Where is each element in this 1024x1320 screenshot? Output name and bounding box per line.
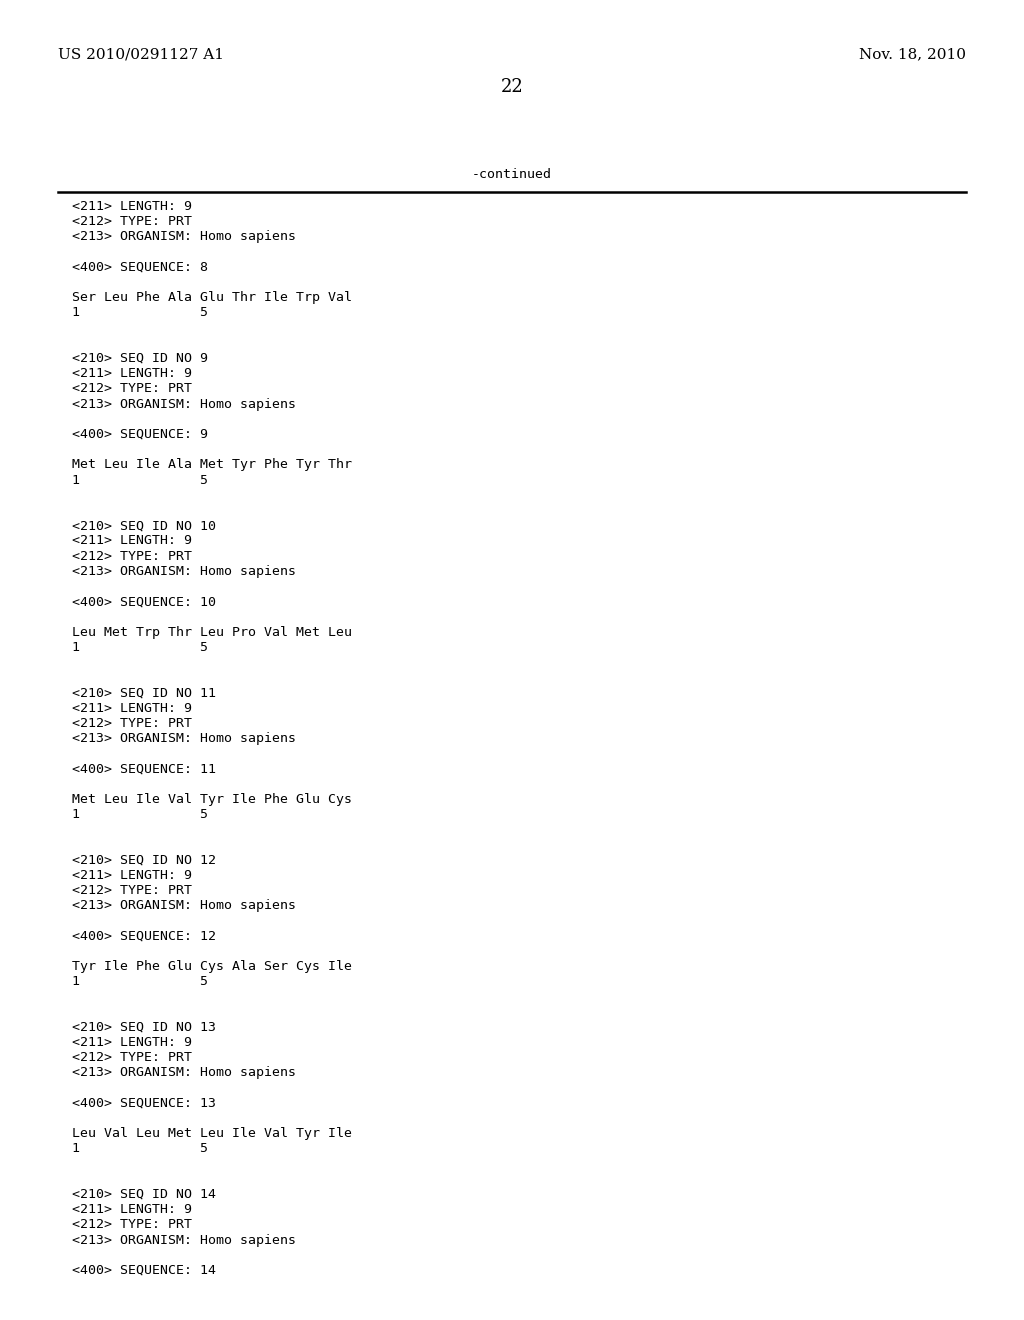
Text: 1               5: 1 5 xyxy=(72,1142,208,1155)
Text: <212> TYPE: PRT: <212> TYPE: PRT xyxy=(72,215,193,228)
Text: <213> ORGANISM: Homo sapiens: <213> ORGANISM: Homo sapiens xyxy=(72,397,296,411)
Text: <212> TYPE: PRT: <212> TYPE: PRT xyxy=(72,717,193,730)
Text: 1               5: 1 5 xyxy=(72,640,208,653)
Text: <211> LENGTH: 9: <211> LENGTH: 9 xyxy=(72,1036,193,1049)
Text: Met Leu Ile Ala Met Tyr Phe Tyr Thr: Met Leu Ile Ala Met Tyr Phe Tyr Thr xyxy=(72,458,352,471)
Text: <213> ORGANISM: Homo sapiens: <213> ORGANISM: Homo sapiens xyxy=(72,231,296,243)
Text: <210> SEQ ID NO 13: <210> SEQ ID NO 13 xyxy=(72,1020,216,1034)
Text: <211> LENGTH: 9: <211> LENGTH: 9 xyxy=(72,535,193,548)
Text: <400> SEQUENCE: 8: <400> SEQUENCE: 8 xyxy=(72,261,208,273)
Text: Leu Val Leu Met Leu Ile Val Tyr Ile: Leu Val Leu Met Leu Ile Val Tyr Ile xyxy=(72,1127,352,1140)
Text: 1               5: 1 5 xyxy=(72,306,208,319)
Text: Tyr Ile Phe Glu Cys Ala Ser Cys Ile: Tyr Ile Phe Glu Cys Ala Ser Cys Ile xyxy=(72,960,352,973)
Text: <400> SEQUENCE: 13: <400> SEQUENCE: 13 xyxy=(72,1097,216,1110)
Text: <211> LENGTH: 9: <211> LENGTH: 9 xyxy=(72,367,193,380)
Text: <400> SEQUENCE: 9: <400> SEQUENCE: 9 xyxy=(72,428,208,441)
Text: 1               5: 1 5 xyxy=(72,975,208,989)
Text: <213> ORGANISM: Homo sapiens: <213> ORGANISM: Homo sapiens xyxy=(72,733,296,744)
Text: <211> LENGTH: 9: <211> LENGTH: 9 xyxy=(72,201,193,213)
Text: <210> SEQ ID NO 9: <210> SEQ ID NO 9 xyxy=(72,352,208,366)
Text: <400> SEQUENCE: 14: <400> SEQUENCE: 14 xyxy=(72,1265,216,1276)
Text: <212> TYPE: PRT: <212> TYPE: PRT xyxy=(72,1218,193,1232)
Text: -continued: -continued xyxy=(472,168,552,181)
Text: <212> TYPE: PRT: <212> TYPE: PRT xyxy=(72,1051,193,1064)
Text: <210> SEQ ID NO 10: <210> SEQ ID NO 10 xyxy=(72,519,216,532)
Text: <211> LENGTH: 9: <211> LENGTH: 9 xyxy=(72,702,193,714)
Text: <213> ORGANISM: Homo sapiens: <213> ORGANISM: Homo sapiens xyxy=(72,565,296,578)
Text: <213> ORGANISM: Homo sapiens: <213> ORGANISM: Homo sapiens xyxy=(72,1067,296,1080)
Text: <210> SEQ ID NO 11: <210> SEQ ID NO 11 xyxy=(72,686,216,700)
Text: <211> LENGTH: 9: <211> LENGTH: 9 xyxy=(72,869,193,882)
Text: <213> ORGANISM: Homo sapiens: <213> ORGANISM: Homo sapiens xyxy=(72,899,296,912)
Text: Met Leu Ile Val Tyr Ile Phe Glu Cys: Met Leu Ile Val Tyr Ile Phe Glu Cys xyxy=(72,793,352,805)
Text: <400> SEQUENCE: 10: <400> SEQUENCE: 10 xyxy=(72,595,216,609)
Text: 1               5: 1 5 xyxy=(72,474,208,487)
Text: Nov. 18, 2010: Nov. 18, 2010 xyxy=(859,48,966,61)
Text: <213> ORGANISM: Homo sapiens: <213> ORGANISM: Homo sapiens xyxy=(72,1234,296,1246)
Text: US 2010/0291127 A1: US 2010/0291127 A1 xyxy=(58,48,224,61)
Text: Leu Met Trp Thr Leu Pro Val Met Leu: Leu Met Trp Thr Leu Pro Val Met Leu xyxy=(72,626,352,639)
Text: <211> LENGTH: 9: <211> LENGTH: 9 xyxy=(72,1204,193,1216)
Text: <212> TYPE: PRT: <212> TYPE: PRT xyxy=(72,884,193,898)
Text: <210> SEQ ID NO 12: <210> SEQ ID NO 12 xyxy=(72,854,216,867)
Text: <212> TYPE: PRT: <212> TYPE: PRT xyxy=(72,549,193,562)
Text: <400> SEQUENCE: 11: <400> SEQUENCE: 11 xyxy=(72,763,216,775)
Text: <400> SEQUENCE: 12: <400> SEQUENCE: 12 xyxy=(72,929,216,942)
Text: 1               5: 1 5 xyxy=(72,808,208,821)
Text: <210> SEQ ID NO 14: <210> SEQ ID NO 14 xyxy=(72,1188,216,1201)
Text: Ser Leu Phe Ala Glu Thr Ile Trp Val: Ser Leu Phe Ala Glu Thr Ile Trp Val xyxy=(72,292,352,304)
Text: 22: 22 xyxy=(501,78,523,96)
Text: <212> TYPE: PRT: <212> TYPE: PRT xyxy=(72,383,193,396)
